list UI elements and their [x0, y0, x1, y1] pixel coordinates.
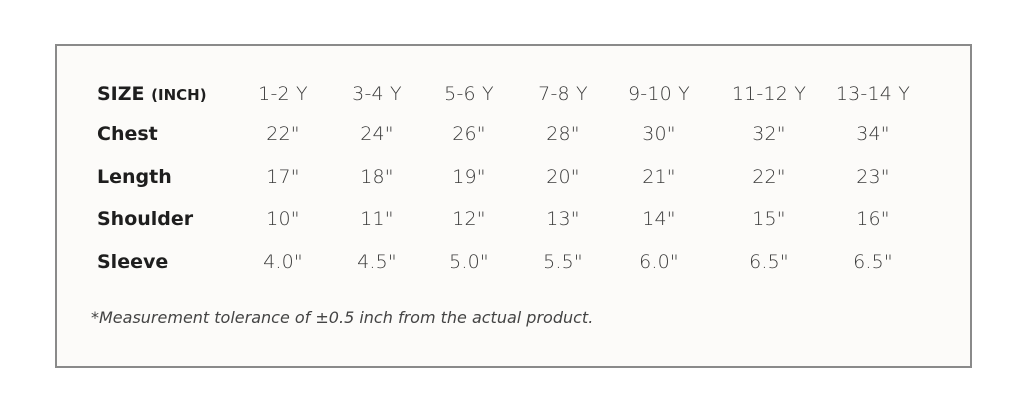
table-cell: 22": [752, 166, 786, 188]
table-cell: 6.5": [749, 251, 789, 273]
column-header: 5-6 Y: [444, 83, 494, 105]
table-cell: 4.0": [263, 251, 303, 273]
size-chart: SIZE (INCH) 1-2 Y 3-4 Y 5-6 Y 7-8 Y 9-10 Y 11…: [55, 44, 972, 368]
table-cell: 13": [546, 208, 580, 230]
unit-heading: (INCH): [151, 86, 207, 104]
table-cell: 6.5": [853, 251, 893, 273]
header-row: SIZE (INCH) 1-2 Y 3-4 Y 5-6 Y 7-8 Y 9-10 Y 11…: [57, 79, 970, 109]
table-cell: 23": [856, 166, 890, 188]
row-label: Chest: [97, 123, 158, 145]
table-row-length: Length 17" 18" 19" 20" 21" 22" 23": [57, 162, 970, 192]
table-cell: 5.0": [449, 251, 489, 273]
column-header: 1-2 Y: [258, 83, 308, 105]
table-row-sleeve: Sleeve 4.0" 4.5" 5.0" 5.5" 6.0" 6.5" 6.5": [57, 247, 970, 277]
table-cell: 18": [360, 166, 394, 188]
table-cell: 19": [452, 166, 486, 188]
table-cell: 26": [452, 123, 486, 145]
table-row-shoulder: Shoulder 10" 11" 12" 13" 14" 15" 16": [57, 204, 970, 234]
header-label: SIZE (INCH): [97, 79, 207, 110]
table-cell: 11": [360, 208, 394, 230]
row-label: Sleeve: [97, 251, 169, 273]
table-cell: 16": [856, 208, 890, 230]
column-header: 13-14 Y: [835, 83, 911, 105]
table-cell: 30": [642, 123, 676, 145]
column-header: 3-4 Y: [352, 83, 402, 105]
table-cell: 4.5": [357, 251, 397, 273]
table-cell: 10": [266, 208, 300, 230]
column-header: 11-12 Y: [731, 83, 807, 105]
column-header: 9-10 Y: [628, 83, 690, 105]
table-cell: 17": [266, 166, 300, 188]
table-cell: 6.0": [639, 251, 679, 273]
table-row-chest: Chest 22" 24" 26" 28" 30" 32" 34": [57, 119, 970, 149]
table-cell: 32": [752, 123, 786, 145]
footnote: *Measurement tolerance of ±0.5 inch from…: [91, 308, 594, 327]
table-cell: 15": [752, 208, 786, 230]
table-cell: 14": [642, 208, 676, 230]
row-label: Length: [97, 166, 172, 188]
table-cell: 21": [642, 166, 676, 188]
row-label: Shoulder: [97, 208, 194, 230]
size-heading: SIZE: [97, 83, 145, 105]
table-cell: 34": [856, 123, 890, 145]
table-cell: 12": [452, 208, 486, 230]
table-cell: 24": [360, 123, 394, 145]
table-cell: 22": [266, 123, 300, 145]
table-cell: 20": [546, 166, 580, 188]
table-cell: 28": [546, 123, 580, 145]
column-header: 7-8 Y: [538, 83, 588, 105]
table-cell: 5.5": [543, 251, 583, 273]
